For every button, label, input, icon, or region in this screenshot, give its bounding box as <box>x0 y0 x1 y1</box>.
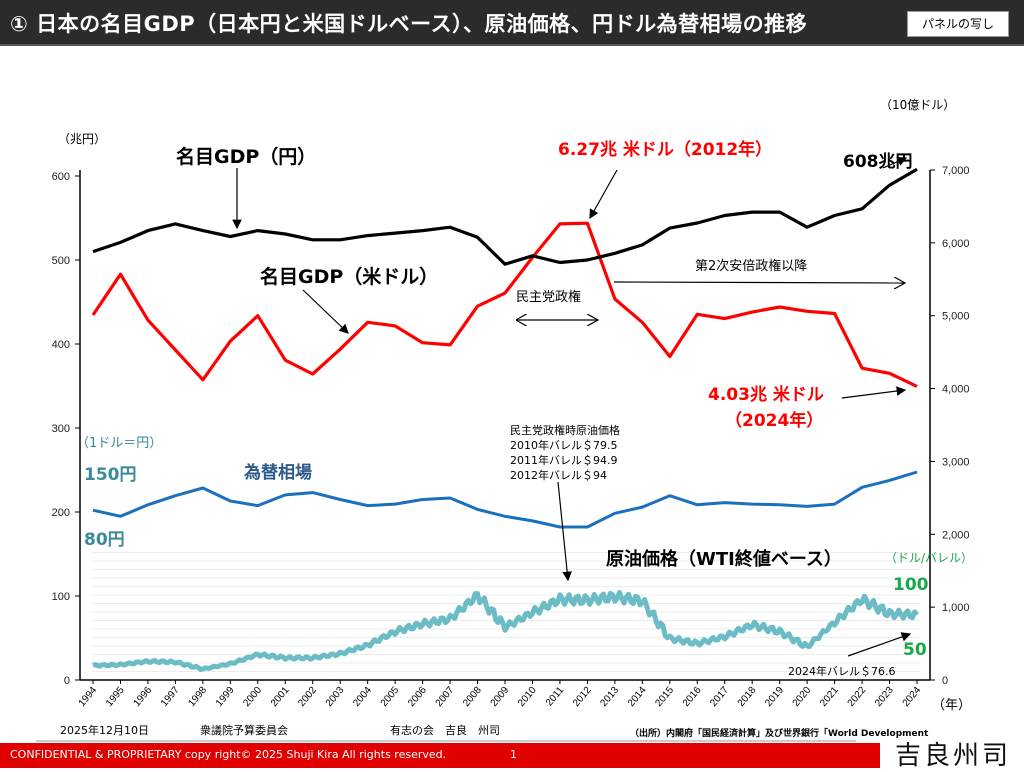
confidential-notice: CONFIDENTIAL & PROPRIETARY copy right© 2… <box>10 748 447 761</box>
x-tick-label: 2009 <box>489 685 512 709</box>
oil-dpj-title: 民主党政権時原油価格 <box>510 424 620 437</box>
left-tick-label: 300 <box>52 423 70 435</box>
x-tick-label: 2014 <box>626 685 649 709</box>
footer-divider <box>36 740 856 742</box>
right-tick-label: 1,000 <box>942 602 970 614</box>
x-tick-label: 2017 <box>708 685 731 709</box>
fx-80-label: 80円 <box>84 530 125 550</box>
x-tick-label: 2022 <box>846 685 869 709</box>
x-tick-label: 2006 <box>406 685 429 709</box>
left-tick-label: 100 <box>52 591 70 603</box>
peak-usd-arrow <box>589 169 618 220</box>
right-tick-label: 6,000 <box>942 238 970 250</box>
left-tick-label: 0 <box>64 675 70 687</box>
x-tick-label: 2001 <box>269 685 292 709</box>
x-tick-label: 2000 <box>241 685 264 709</box>
oil-50-label: 50 <box>903 640 927 660</box>
oil-unit: （ドル/バレル） <box>885 551 974 565</box>
gdp-usd-line <box>91 221 918 388</box>
oil-dpj-note: 民主党政権時原油価格 2010年バレル＄79.5 2011年バレル＄94.9 2… <box>510 423 620 483</box>
x-tick-label: 2008 <box>461 685 484 709</box>
gdp-usd-arrow <box>302 289 349 334</box>
oil-2011: 2011年バレル＄94.9 <box>510 454 618 467</box>
fx-150-label: 150円 <box>84 465 137 485</box>
x-tick-label: 2020 <box>791 685 814 709</box>
left-tick-label: 200 <box>52 507 70 519</box>
left-tick-label: 400 <box>52 339 70 351</box>
footer-source: （出所）内閣府「国民経済計算」及び世界銀行「World Development <box>630 729 929 739</box>
right-tick-label: 3,000 <box>942 456 970 468</box>
x-tick-label: 2003 <box>324 685 347 709</box>
x-tick-label: 2023 <box>873 685 896 709</box>
slide-title: ① 日本の名目GDP（日本円と米国ドルベース）、原油価格、円ドル為替相場の推移 <box>10 12 808 36</box>
x-tick-label: 2005 <box>379 685 402 709</box>
axes: 0 100 200 300 400 500 600 0 1,000 2,000 3,000 4,000… <box>52 165 970 687</box>
page-number: 1 <box>510 748 517 761</box>
dpj-period-label: 民主党政権 <box>516 290 582 305</box>
abe-period-label: 第2次安倍政権以降 <box>695 259 808 274</box>
gdp-yen-label: 名目GDP（円） <box>176 146 317 168</box>
x-tick-label: 1996 <box>132 685 155 709</box>
oil-title: 原油価格（WTI終値ベース） <box>606 549 842 570</box>
x-tick-label: 2011 <box>544 685 567 709</box>
fx-rate-line <box>92 470 918 529</box>
right-tick-label: 0 <box>942 675 948 687</box>
x-tick-label: 2021 <box>818 685 841 709</box>
panel-copy-badge: パネルの写し <box>907 11 1009 37</box>
x-tick-label: 2004 <box>351 685 374 709</box>
annotation-arrows <box>232 156 912 657</box>
x-tick-label: 1994 <box>77 685 100 709</box>
right-tick-label: 4,000 <box>942 384 970 396</box>
oil-100-label: 100 <box>893 575 929 595</box>
oil-2010: 2010年バレル＄79.5 <box>510 439 618 452</box>
oil-2024-label: 2024年バレル＄76.6 <box>788 665 896 678</box>
left-tick-label: 500 <box>52 255 70 267</box>
latest-yen-arrow <box>882 156 908 169</box>
x-tick-labels: 1994 1995 1996 1997 1998 1999 2000 2001 2002 2003… <box>77 680 924 709</box>
peak-usd-label: 6.27兆 米ドル（2012年） <box>558 140 773 160</box>
gdp-yen-line <box>92 167 918 266</box>
latest-yen-label: 608兆円 <box>843 152 913 172</box>
footer-bar: CONFIDENTIAL & PROPRIETARY copy right© 2… <box>0 743 880 768</box>
left-tick-label: 600 <box>52 171 70 183</box>
x-axis-unit: （年） <box>932 698 972 713</box>
x-tick-label: 1995 <box>104 685 127 709</box>
oil-dpj-arrow <box>557 481 572 582</box>
footer-speaker: 有志の会 吉良 州司 <box>390 724 500 737</box>
footer-date: 2025年12月10日 <box>60 724 149 737</box>
title-bar: ① 日本の名目GDP（日本円と米国ドルベース）、原油価格、円ドル為替相場の推移 … <box>0 0 1024 46</box>
x-tick-label: 1997 <box>159 685 182 709</box>
x-tick-label: 1999 <box>214 685 237 709</box>
left-axis-unit: （兆円） <box>58 132 107 146</box>
right-tick-label: 5,000 <box>942 311 970 323</box>
x-tick-label: 2013 <box>598 685 621 709</box>
oil-2024-arrow <box>847 632 912 657</box>
latest-usd-year: （2024年） <box>725 411 824 431</box>
right-axis-unit: （10億ドル） <box>880 98 956 112</box>
right-tick-label: 7,000 <box>942 165 970 177</box>
x-tick-label: 2015 <box>653 685 676 709</box>
x-tick-label: 2018 <box>736 685 759 709</box>
author-signature: 吉良州司 <box>895 741 1012 771</box>
x-tick-label: 2016 <box>681 685 704 709</box>
x-tick-label: 2019 <box>763 685 786 709</box>
x-tick-label: 2002 <box>296 685 319 709</box>
x-tick-label: 2010 <box>516 685 539 709</box>
x-tick-label: 2007 <box>434 685 457 709</box>
x-tick-label: 2012 <box>571 685 594 709</box>
x-tick-label: 1998 <box>186 685 209 709</box>
right-tick-label: 2,000 <box>942 529 970 541</box>
gdp-usd-label: 名目GDP（米ドル） <box>260 266 439 288</box>
abe-period-arrow <box>613 282 905 283</box>
x-tick-label: 2024 <box>901 685 924 709</box>
latest-usd-label: 4.03兆 米ドル <box>708 385 824 405</box>
fx-label: 為替相場 <box>244 463 312 483</box>
footer-committee: 衆議院予算委員会 <box>200 724 288 737</box>
series-lines <box>91 167 919 672</box>
oil-price-line <box>92 590 919 672</box>
fx-unit-label: （1ドル＝円） <box>76 436 163 451</box>
latest-usd-arrow <box>841 386 907 399</box>
oil-2012: 2012年バレル＄94 <box>510 469 607 482</box>
